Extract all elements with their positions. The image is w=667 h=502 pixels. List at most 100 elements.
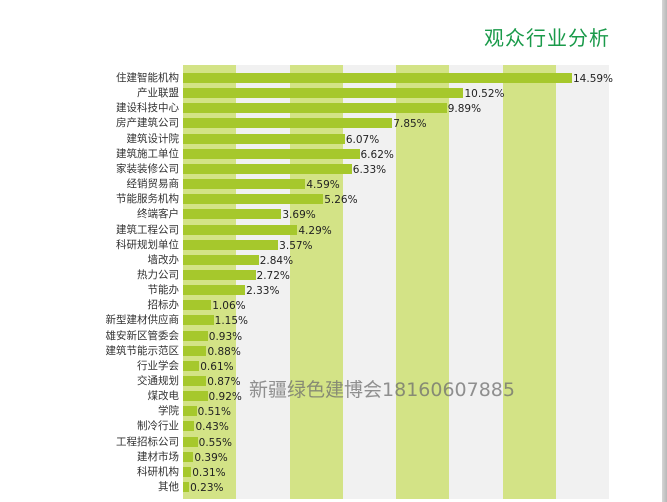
bar-row: 建筑节能示范区 0.88% <box>0 345 667 360</box>
bar-row: 工程招标公司 0.55% <box>0 436 667 451</box>
bar-row: 雄安新区管委会 0.93% <box>0 330 667 345</box>
category-label: 其他 <box>158 481 179 494</box>
bar-row: 房产建筑公司 7.85% <box>0 117 667 132</box>
value-label: 6.62% <box>360 148 394 161</box>
bar-row: 建设科技中心 9.89% <box>0 102 667 117</box>
bar-row: 家装装修公司 6.33% <box>0 163 667 178</box>
bar <box>183 163 352 174</box>
bar-row: 交通规划 0.87% <box>0 375 667 390</box>
category-label: 建筑节能示范区 <box>105 344 180 357</box>
category-label: 雄安新区管委会 <box>105 329 180 342</box>
value-label: 0.31% <box>192 466 226 479</box>
value-label: 2.84% <box>259 254 294 267</box>
bar <box>183 269 256 280</box>
bar <box>183 345 207 356</box>
category-label: 经销贸易商 <box>126 178 180 191</box>
value-label: 3.57% <box>279 239 313 252</box>
bar-row: 煤改电 0.92% <box>0 390 667 405</box>
bar <box>183 224 298 235</box>
value-label: 4.29% <box>298 224 332 237</box>
category-label: 学院 <box>158 405 179 418</box>
bar <box>183 330 208 341</box>
value-label: 0.88% <box>207 345 241 358</box>
bar <box>183 133 345 144</box>
chart-title: 观众行业分析 <box>484 26 610 50</box>
bar <box>183 148 360 159</box>
category-label: 新型建材供应商 <box>105 314 180 327</box>
value-label: 5.26% <box>324 194 358 207</box>
value-label: 1.06% <box>212 300 246 313</box>
category-label: 家装装修公司 <box>116 162 179 175</box>
bar <box>183 482 190 493</box>
watermark: 新疆绿色建博会18160607885 <box>249 375 515 402</box>
category-label: 墙改办 <box>147 253 180 266</box>
category-label: 建筑施工单位 <box>116 147 179 160</box>
bar-row: 终端客户 3.69% <box>0 208 667 223</box>
value-label: 1.15% <box>214 315 249 328</box>
bar-row: 学院 0.51% <box>0 405 667 420</box>
bar <box>183 285 246 296</box>
bar <box>183 360 200 371</box>
grid-band-green <box>502 65 556 499</box>
bar <box>183 376 207 386</box>
category-label: 建筑设计院 <box>126 132 180 145</box>
bar <box>183 254 259 265</box>
bar-row: 建材市场 0.39% <box>0 451 667 466</box>
value-label: 0.39% <box>194 451 228 464</box>
bar-row: 其他 0.23% <box>0 481 667 496</box>
value-label: 6.07% <box>345 133 380 146</box>
bar <box>183 73 572 83</box>
value-label: 6.33% <box>352 163 387 176</box>
value-label: 0.61% <box>200 360 234 373</box>
watermark-text: 新疆绿色建博会 <box>249 379 383 401</box>
bar-row: 招标办 1.06% <box>0 299 667 314</box>
value-label: 10.52% <box>464 88 505 101</box>
value-label: 0.92% <box>208 391 242 404</box>
bar-row: 热力公司 2.72% <box>0 269 667 284</box>
category-label: 住建智能机构 <box>116 72 179 84</box>
bar <box>183 88 464 99</box>
bar-row: 科研规划单位 3.57% <box>0 239 667 254</box>
bar-row: 产业联盟 10.52% <box>0 87 667 102</box>
value-label: 7.85% <box>393 118 427 131</box>
category-label: 招标办 <box>147 299 180 312</box>
page-right-border <box>662 0 667 502</box>
value-label: 14.59% <box>573 73 614 85</box>
bar <box>183 209 282 220</box>
value-label: 2.72% <box>256 269 290 282</box>
category-label: 节能服务机构 <box>116 193 179 206</box>
bar-row: 节能办 2.33% <box>0 284 667 299</box>
value-label: 0.23% <box>190 482 224 495</box>
grid-band-gray <box>555 65 609 499</box>
grid-band-green <box>396 65 450 499</box>
category-label: 科研规划单位 <box>116 238 179 251</box>
bar-row: 科研机构 0.31% <box>0 466 667 481</box>
bar-row: 住建智能机构 14.59% <box>0 72 667 87</box>
bar-row: 墙改办 2.84% <box>0 254 667 269</box>
category-label: 房产建筑公司 <box>116 117 179 130</box>
bar <box>183 179 306 190</box>
plot-area <box>183 65 609 499</box>
value-label: 0.55% <box>198 436 233 449</box>
grid-band-gray <box>449 65 503 499</box>
category-label: 终端客户 <box>137 208 179 221</box>
bar-row: 建筑设计院 6.07% <box>0 133 667 148</box>
category-label: 节能办 <box>147 284 180 297</box>
value-label: 0.87% <box>207 376 241 388</box>
bar-row: 节能服务机构 5.26% <box>0 193 667 208</box>
bar-row: 行业学会 0.61% <box>0 360 667 375</box>
grid-band-gray <box>342 65 396 499</box>
bar <box>183 451 194 462</box>
bar <box>183 194 324 205</box>
bar-row: 经销贸易商 4.59% <box>0 178 667 193</box>
bar <box>183 421 195 432</box>
category-label: 交通规划 <box>137 375 179 387</box>
watermark-phone: 18160607885 <box>382 379 515 401</box>
value-label: 0.51% <box>197 406 231 419</box>
category-label: 热力公司 <box>137 268 179 281</box>
category-label: 制冷行业 <box>137 420 179 433</box>
bar-row: 制冷行业 0.43% <box>0 420 667 435</box>
bar-row: 新型建材供应商 1.15% <box>0 314 667 329</box>
category-label: 工程招标公司 <box>116 435 179 448</box>
category-label: 煤改电 <box>147 390 180 403</box>
